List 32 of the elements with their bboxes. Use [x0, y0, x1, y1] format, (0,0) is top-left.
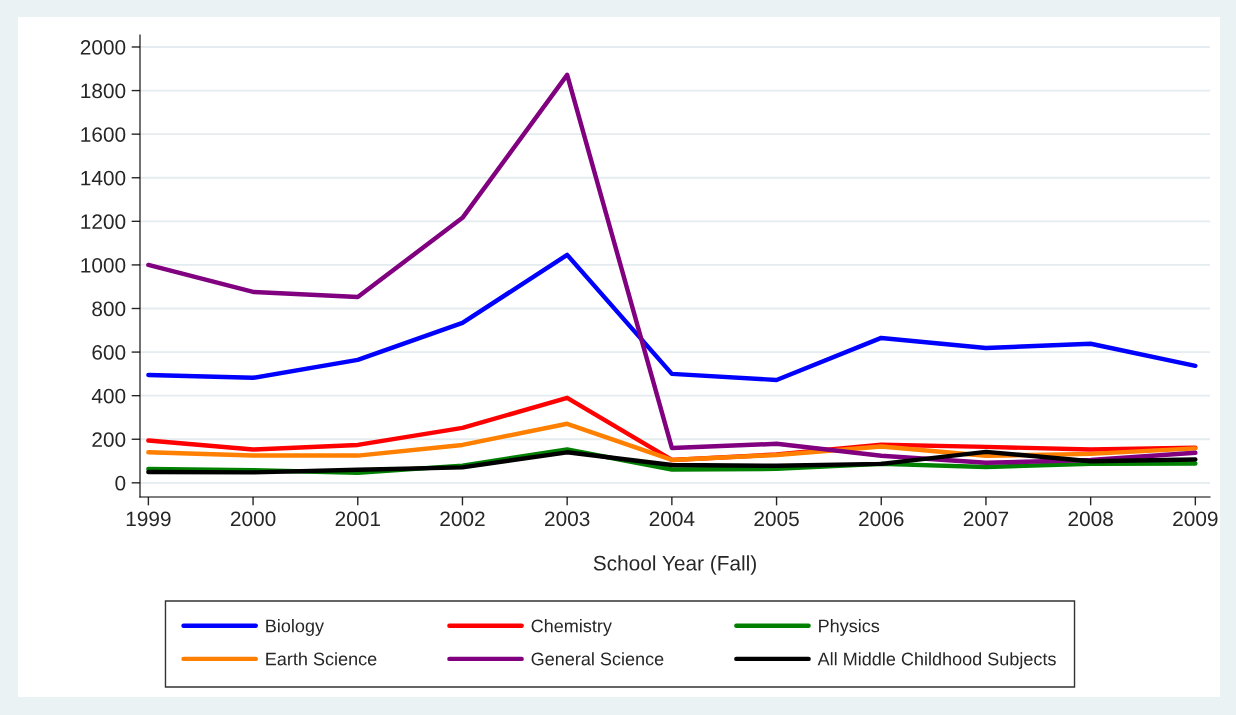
- legend-label: Biology: [266, 619, 324, 636]
- line-series: [146, 252, 1198, 383]
- x-tick-label: 2004: [649, 511, 695, 527]
- line-series: [146, 72, 1198, 466]
- y-tick-label: 1200: [81, 214, 126, 230]
- x-tick-label: 2001: [335, 511, 380, 527]
- y-tick-label: 400: [91, 388, 126, 404]
- x-tick-label: 2009: [1173, 511, 1218, 527]
- legend-label: Chemistry: [531, 619, 612, 636]
- x-tick-label: 2002: [440, 511, 485, 527]
- legend-label: General Science: [531, 652, 664, 666]
- y-tick-label: 1000: [81, 257, 126, 273]
- x-axis-title: School Year (Fall): [593, 555, 756, 575]
- x-tick-label: 2008: [1068, 511, 1113, 527]
- y-tick-label: 600: [92, 345, 126, 360]
- legend-label: Physics: [819, 619, 880, 636]
- y-tick-label: 800: [92, 301, 126, 317]
- y-tick-label: 200: [92, 432, 126, 447]
- legend-label: All Middle Childhood Subjects: [817, 652, 1056, 669]
- line-series: [146, 421, 1198, 463]
- x-tick-label: 1999: [126, 511, 171, 527]
- x-tick-label: 2003: [545, 511, 590, 527]
- x-tick-label: 2006: [859, 511, 904, 527]
- legend-label: Earth Science: [266, 652, 377, 666]
- y-tick-label: 1800: [81, 83, 126, 99]
- y-tick-label: 1600: [81, 127, 126, 142]
- y-tick-label: 2000: [80, 39, 126, 55]
- y-tick-label: 1400: [81, 170, 126, 186]
- x-tick-label: 2007: [963, 511, 1009, 527]
- y-tick-label: 0: [115, 475, 126, 491]
- x-tick-label: 2005: [754, 511, 799, 527]
- x-tick-label: 2000: [230, 511, 276, 527]
